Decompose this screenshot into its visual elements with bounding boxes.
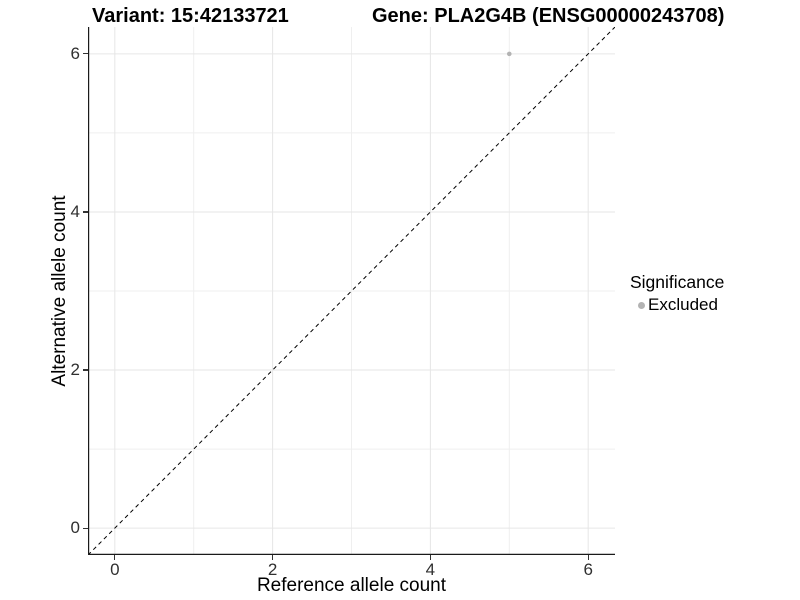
plot-panel-svg [88, 27, 615, 555]
y-tick-label: 0 [70, 518, 80, 538]
y-tick-mark [83, 211, 88, 213]
y-tick-mark [83, 527, 88, 529]
data-point [506, 51, 512, 57]
y-axis-title-text: Alternative allele count [49, 195, 70, 387]
plot-title-gene: Gene: PLA2G4B (ENSG00000243708) [372, 5, 725, 27]
y-tick-label: 2 [70, 360, 80, 380]
x-tick-mark [429, 555, 431, 560]
legend: Significance Excluded [630, 272, 724, 315]
legend-item-excluded: Excluded [630, 295, 724, 315]
y-tick-mark [83, 369, 88, 371]
x-tick-label: 2 [267, 560, 278, 579]
y-tick-mark [83, 53, 88, 55]
x-axis-title: Reference allele count [256, 575, 447, 596]
legend-point-marker [638, 301, 645, 309]
x-tick-mark [587, 555, 589, 560]
plot-title-variant: Variant: 15:42133721 [92, 5, 289, 27]
x-tick-mark [114, 555, 116, 560]
x-tick-label: 6 [583, 560, 593, 579]
legend-title: Significance [630, 272, 725, 292]
plot-panel [88, 27, 615, 555]
y-tick-label: 4 [70, 201, 80, 221]
x-tick-label: 4 [425, 560, 436, 579]
legend-item-label: Excluded [648, 295, 718, 314]
x-tick-mark [272, 555, 274, 560]
x-tick-label: 0 [110, 560, 120, 579]
y-tick-label: 6 [70, 43, 80, 63]
